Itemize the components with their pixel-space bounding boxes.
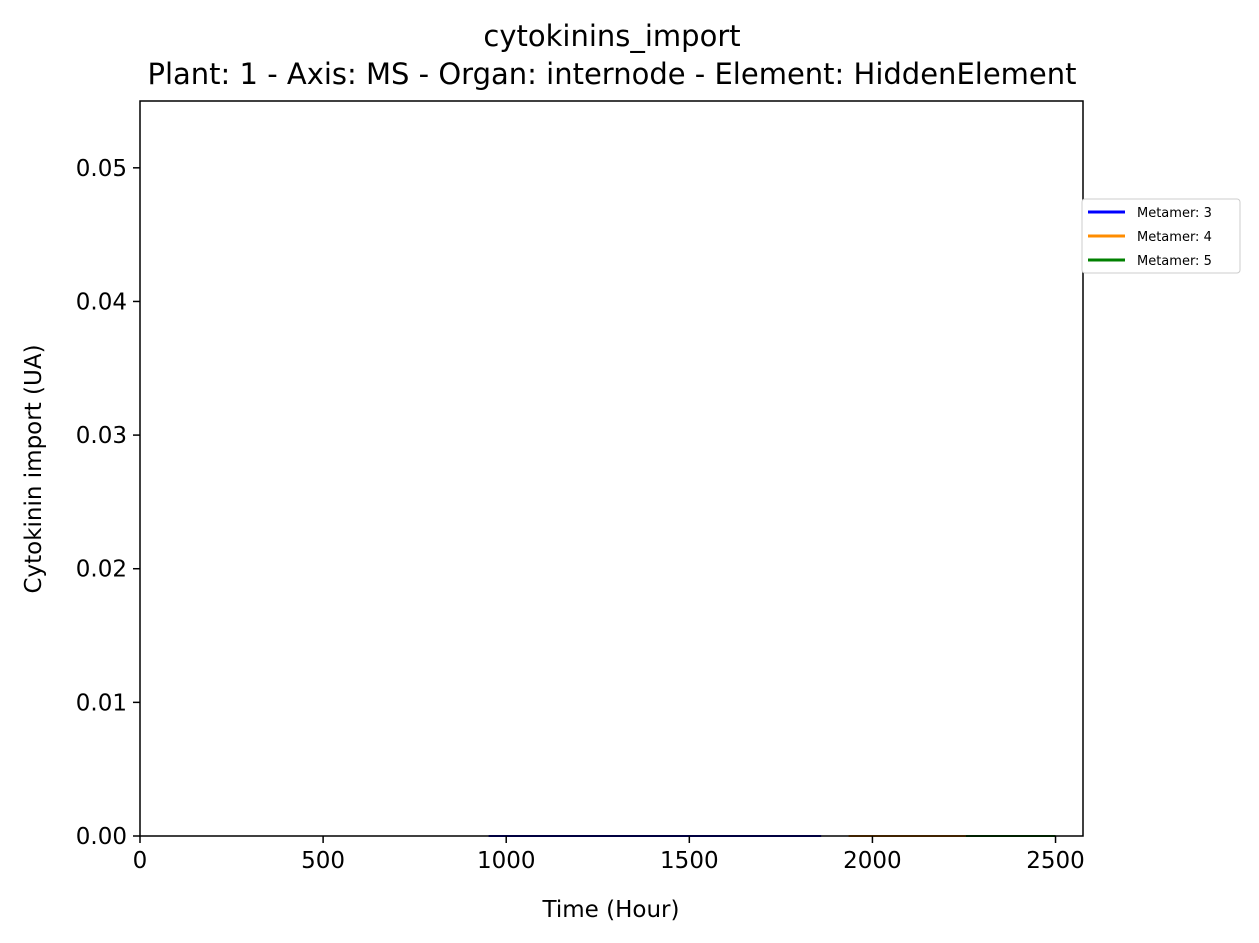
x-tick-label: 2000 <box>843 848 902 874</box>
x-tick-label: 500 <box>301 848 345 874</box>
chart-subtitle: Plant: 1 - Axis: MS - Organ: internode -… <box>147 57 1076 91</box>
y-tick-label: 0.05 <box>76 156 127 182</box>
x-axis-ticks: 0 500 1000 1500 2000 2500 <box>133 836 1085 874</box>
x-axis-label: Time (Hour) <box>542 897 680 923</box>
y-axis-ticks: 0.00 0.01 0.02 0.03 0.04 0.05 <box>76 156 140 850</box>
y-tick-label: 0.02 <box>76 557 127 583</box>
x-tick-label: 0 <box>133 848 148 874</box>
legend: Metamer: 3 Metamer: 4 Metamer: 5 <box>1081 198 1241 274</box>
y-tick-label: 0.01 <box>76 690 127 716</box>
x-tick-label: 1500 <box>660 848 719 874</box>
chart-title: cytokinins_import <box>483 19 740 53</box>
x-tick-label: 1000 <box>477 848 536 874</box>
y-tick-label: 0.00 <box>76 824 127 850</box>
legend-box <box>1081 198 1241 274</box>
y-axis-label: Cytokinin import (UA) <box>21 344 47 593</box>
y-tick-label: 0.04 <box>76 289 127 315</box>
y-tick-label: 0.03 <box>76 423 127 449</box>
x-tick-label: 2500 <box>1026 848 1085 874</box>
legend-label-3: Metamer: 5 <box>1137 254 1212 269</box>
plot-frame <box>139 100 1084 837</box>
legend-label-1: Metamer: 3 <box>1137 206 1212 221</box>
legend-label-2: Metamer: 4 <box>1137 230 1212 245</box>
